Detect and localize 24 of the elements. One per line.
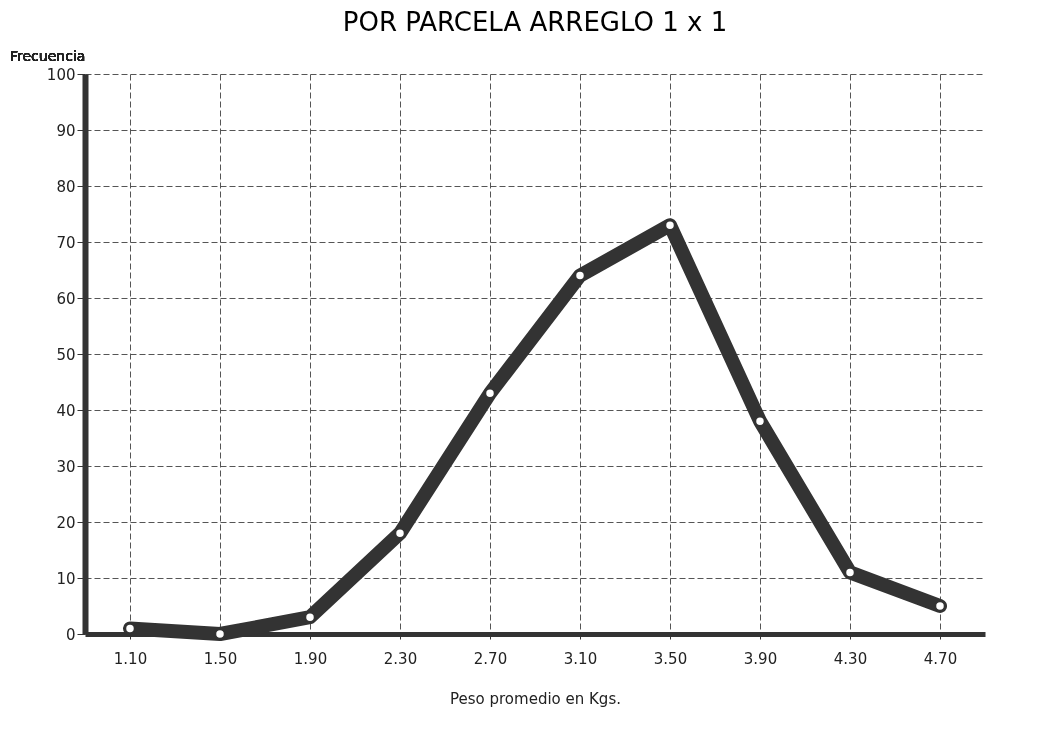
y-tick-label: 80 [56,177,76,196]
x-tick-label: 4.70 [923,649,958,668]
y-tick-label: 40 [56,401,76,420]
y-tick-label: 50 [56,345,76,364]
x-tick-label: 4.30 [833,649,868,668]
y-tick-label: 10 [56,569,76,588]
y-tick-label: 0 [65,625,76,644]
x-tick-label: 2.70 [473,649,508,668]
x-tick-label: 2.30 [383,649,418,668]
x-tick-label: 1.90 [293,649,328,668]
y-tick-label: 100 [46,65,76,84]
y-axis-title: Frecuencia [10,48,86,64]
x-tick-label: 3.50 [653,649,688,668]
x-axis-title: Peso promedio en Kgs. [450,689,621,708]
y-tick-label: 20 [56,513,76,532]
y-tick-label: 60 [56,289,76,308]
x-tick-label: 3.90 [743,649,778,668]
x-tick-label: 1.10 [113,649,148,668]
x-tick-label: 3.10 [563,649,598,668]
chart-title: POR PARCELA ARREGLO 1 x 1 [342,7,728,37]
y-tick-label: 70 [56,233,76,252]
x-tick-label: 1.50 [203,649,238,668]
y-tick-label: 90 [56,121,76,140]
y-tick-label: 30 [56,457,76,476]
